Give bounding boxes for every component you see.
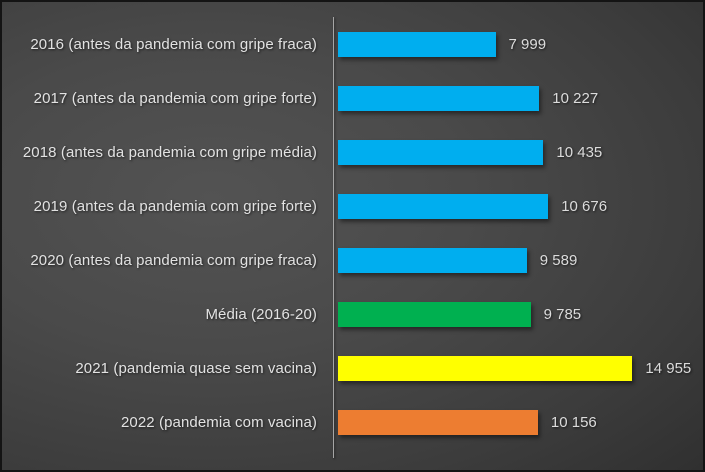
bar — [338, 139, 544, 165]
bar — [338, 85, 540, 111]
value-label: 14 955 — [645, 359, 692, 377]
bar-area: 10 676 — [338, 193, 703, 219]
bar — [338, 301, 531, 327]
bar-area: 7 999 — [338, 31, 703, 57]
value-label: 10 227 — [552, 89, 599, 107]
chart-row: 2022 (pandemia com vacina) 10 156 — [2, 395, 703, 449]
value-label: 10 435 — [556, 143, 603, 161]
bar-area: 9 589 — [338, 247, 703, 273]
value-label: 9 589 — [539, 251, 578, 269]
value-label: 9 785 — [543, 305, 582, 323]
chart-row: 2021 (pandemia quase sem vacina) 14 955 — [2, 341, 703, 395]
category-label: 2018 (antes da pandemia com gripe média) — [22, 143, 317, 161]
bar-area: 10 156 — [338, 409, 703, 435]
category-label: Média (2016-20) — [205, 305, 317, 323]
y-axis-line — [333, 17, 334, 458]
category-label: 2021 (pandemia quase sem vacina) — [75, 359, 317, 377]
chart-row: Média (2016-20) 9 785 — [2, 287, 703, 341]
category-label: 2020 (antes da pandemia com gripe fraca) — [30, 251, 317, 269]
category-label: 2017 (antes da pandemia com gripe forte) — [33, 89, 317, 107]
bar — [338, 31, 496, 57]
chart-row: 2019 (antes da pandemia com gripe forte)… — [2, 179, 703, 233]
value-label: 10 156 — [550, 413, 597, 431]
chart-row: 2018 (antes da pandemia com gripe média)… — [2, 125, 703, 179]
category-label: 2019 (antes da pandemia com gripe forte) — [33, 197, 317, 215]
value-label: 7 999 — [508, 35, 547, 53]
bar-area: 9 785 — [338, 301, 703, 327]
bar-area: 10 435 — [338, 139, 703, 165]
chart-row: 2020 (antes da pandemia com gripe fraca)… — [2, 233, 703, 287]
chart-row: 2016 (antes da pandemia com gripe fraca)… — [2, 17, 703, 71]
category-label: 2016 (antes da pandemia com gripe fraca) — [30, 35, 317, 53]
chart-row: 2017 (antes da pandemia com gripe forte)… — [2, 71, 703, 125]
value-label: 10 676 — [561, 197, 608, 215]
bar — [338, 193, 549, 219]
bar — [338, 355, 633, 381]
bar-area: 14 955 — [338, 355, 703, 381]
chart-rows: 2016 (antes da pandemia com gripe fraca)… — [2, 17, 703, 449]
category-label: 2022 (pandemia com vacina) — [120, 413, 317, 431]
bar — [338, 409, 538, 435]
bar — [338, 247, 527, 273]
bar-area: 10 227 — [338, 85, 703, 111]
